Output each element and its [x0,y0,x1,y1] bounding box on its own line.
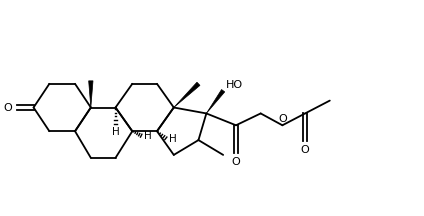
Text: H: H [112,127,120,137]
Text: HO: HO [226,80,243,90]
Polygon shape [206,90,225,113]
Text: H: H [169,134,176,144]
Polygon shape [89,81,93,108]
Text: O: O [232,157,240,167]
Polygon shape [174,82,200,108]
Text: O: O [278,114,287,124]
Text: H: H [144,131,152,141]
Text: O: O [3,103,12,113]
Text: O: O [301,145,310,155]
